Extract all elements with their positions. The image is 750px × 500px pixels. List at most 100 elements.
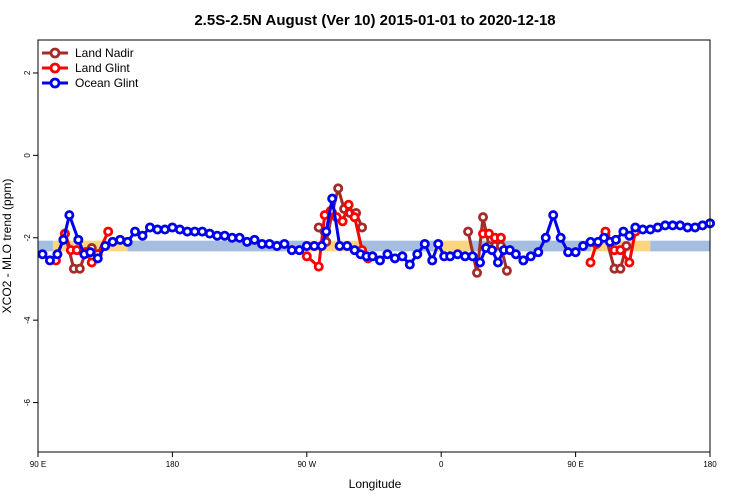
legend-label: Land Glint (75, 61, 130, 75)
data-point-ocean-glint (540, 232, 551, 243)
plot-frame (37, 39, 711, 453)
data-point-ocean-glint (342, 240, 353, 251)
data-point-ocean-glint (525, 251, 536, 262)
chart-title: 2.5S-2.5N August (Ver 10) 2015-01-01 to … (194, 12, 555, 29)
y-axis: 2 0 -2 -4 -6 (23, 70, 38, 406)
data-point-land-nadir (478, 212, 489, 223)
data-point-land-glint (615, 245, 626, 256)
data-point-ocean-glint (433, 238, 444, 249)
data-point-land-glint (313, 261, 324, 272)
legend-label: Ocean Glint (75, 76, 139, 90)
data-point-land-nadir (463, 226, 474, 237)
data-point-ocean-glint (518, 255, 529, 266)
x-tick-label: 90 E (567, 460, 583, 469)
data-point-ocean-glint (37, 249, 48, 260)
ocean-band-segment (38, 240, 53, 252)
data-point-ocean-glint (327, 193, 338, 204)
data-point-ocean-glint (52, 249, 63, 260)
data-point-land-glint (495, 232, 506, 243)
data-point-ocean-glint (467, 251, 478, 262)
data-point-ocean-glint (533, 247, 544, 258)
series-layer (37, 183, 716, 278)
y-axis-label: XCO2 - MLO trend (ppm) (0, 179, 14, 314)
data-point-ocean-glint (294, 245, 305, 256)
legend-marker (49, 62, 61, 74)
data-point-land-nadir (615, 263, 626, 274)
data-point-ocean-glint (58, 234, 69, 245)
data-point-ocean-glint (367, 251, 378, 262)
x-tick-label: 90 E (30, 460, 46, 469)
ocean-band-segment (359, 240, 434, 252)
data-point-land-glint (337, 216, 348, 227)
x-tick-label: 90 W (297, 460, 316, 469)
data-point-ocean-glint (249, 234, 260, 245)
x-tick-label: 180 (166, 460, 180, 469)
data-point-land-nadir (501, 265, 512, 276)
y-tick-label: 2 (23, 70, 32, 75)
y-tick-label: -2 (23, 234, 32, 242)
data-point-ocean-glint (427, 255, 438, 266)
data-point-land-nadir (313, 222, 324, 233)
data-point-ocean-glint (486, 245, 497, 256)
data-point-ocean-glint (404, 259, 415, 270)
data-point-ocean-glint (137, 230, 148, 241)
legend-item-land-nadir: Land Nadir (42, 46, 134, 60)
data-point-ocean-glint (64, 210, 75, 221)
legend-marker (49, 47, 61, 59)
data-point-land-glint (585, 257, 596, 268)
y-tick-label: -6 (23, 398, 32, 406)
data-point-land-nadir (333, 183, 344, 194)
data-point-land-nadir (472, 267, 483, 278)
data-point-ocean-glint (44, 255, 55, 266)
data-point-land-nadir (74, 263, 85, 274)
data-point-ocean-glint (475, 257, 486, 268)
data-point-ocean-glint (374, 255, 385, 266)
data-point-land-glint (301, 251, 312, 262)
data-point-ocean-glint (419, 238, 430, 249)
land-band-segment (433, 240, 472, 252)
land-band-segment (306, 240, 360, 252)
data-point-ocean-glint (578, 240, 589, 251)
data-point-ocean-glint (382, 249, 393, 260)
data-point-ocean-glint (555, 232, 566, 243)
data-point-land-glint (343, 199, 354, 210)
data-point-ocean-glint (92, 253, 103, 264)
data-point-ocean-glint (412, 249, 423, 260)
y-tick-label: 0 (23, 153, 32, 158)
data-point-ocean-glint (397, 251, 408, 262)
y-tick-label: -4 (23, 316, 32, 324)
ocean-band-segment (471, 240, 591, 252)
data-point-ocean-glint (510, 249, 521, 260)
legend-marker (49, 77, 61, 89)
legend-item-ocean-glint: Ocean Glint (42, 76, 139, 90)
data-point-ocean-glint (279, 238, 290, 249)
ocean-band-segment (650, 240, 710, 252)
data-point-ocean-glint (234, 232, 245, 243)
data-point-ocean-glint (548, 210, 559, 221)
legend-item-land-glint: Land Glint (42, 61, 130, 75)
data-point-ocean-glint (130, 226, 141, 237)
x-tick-label: 0 (439, 460, 444, 469)
data-point-ocean-glint (321, 226, 332, 237)
data-point-ocean-glint (570, 247, 581, 258)
ocean-band-segment (127, 240, 307, 252)
legend-label: Land Nadir (75, 46, 134, 60)
data-point-ocean-glint (624, 230, 635, 241)
data-point-ocean-glint (85, 247, 96, 258)
x-axis: 90 E 180 90 W 0 90 E 180 (30, 452, 717, 469)
data-point-ocean-glint (316, 240, 327, 251)
x-axis-label: Longitude (349, 477, 402, 491)
data-point-ocean-glint (73, 234, 84, 245)
data-point-land-glint (624, 257, 635, 268)
data-point-ocean-glint (492, 257, 503, 268)
data-point-land-glint (71, 245, 82, 256)
data-point-land-glint (103, 226, 114, 237)
data-point-land-nadir (357, 222, 368, 233)
data-point-land-glint (349, 212, 360, 223)
data-point-ocean-glint (122, 236, 133, 247)
data-point-ocean-glint (100, 240, 111, 251)
data-point-ocean-glint (610, 234, 621, 245)
x-tick-label: 180 (703, 460, 717, 469)
